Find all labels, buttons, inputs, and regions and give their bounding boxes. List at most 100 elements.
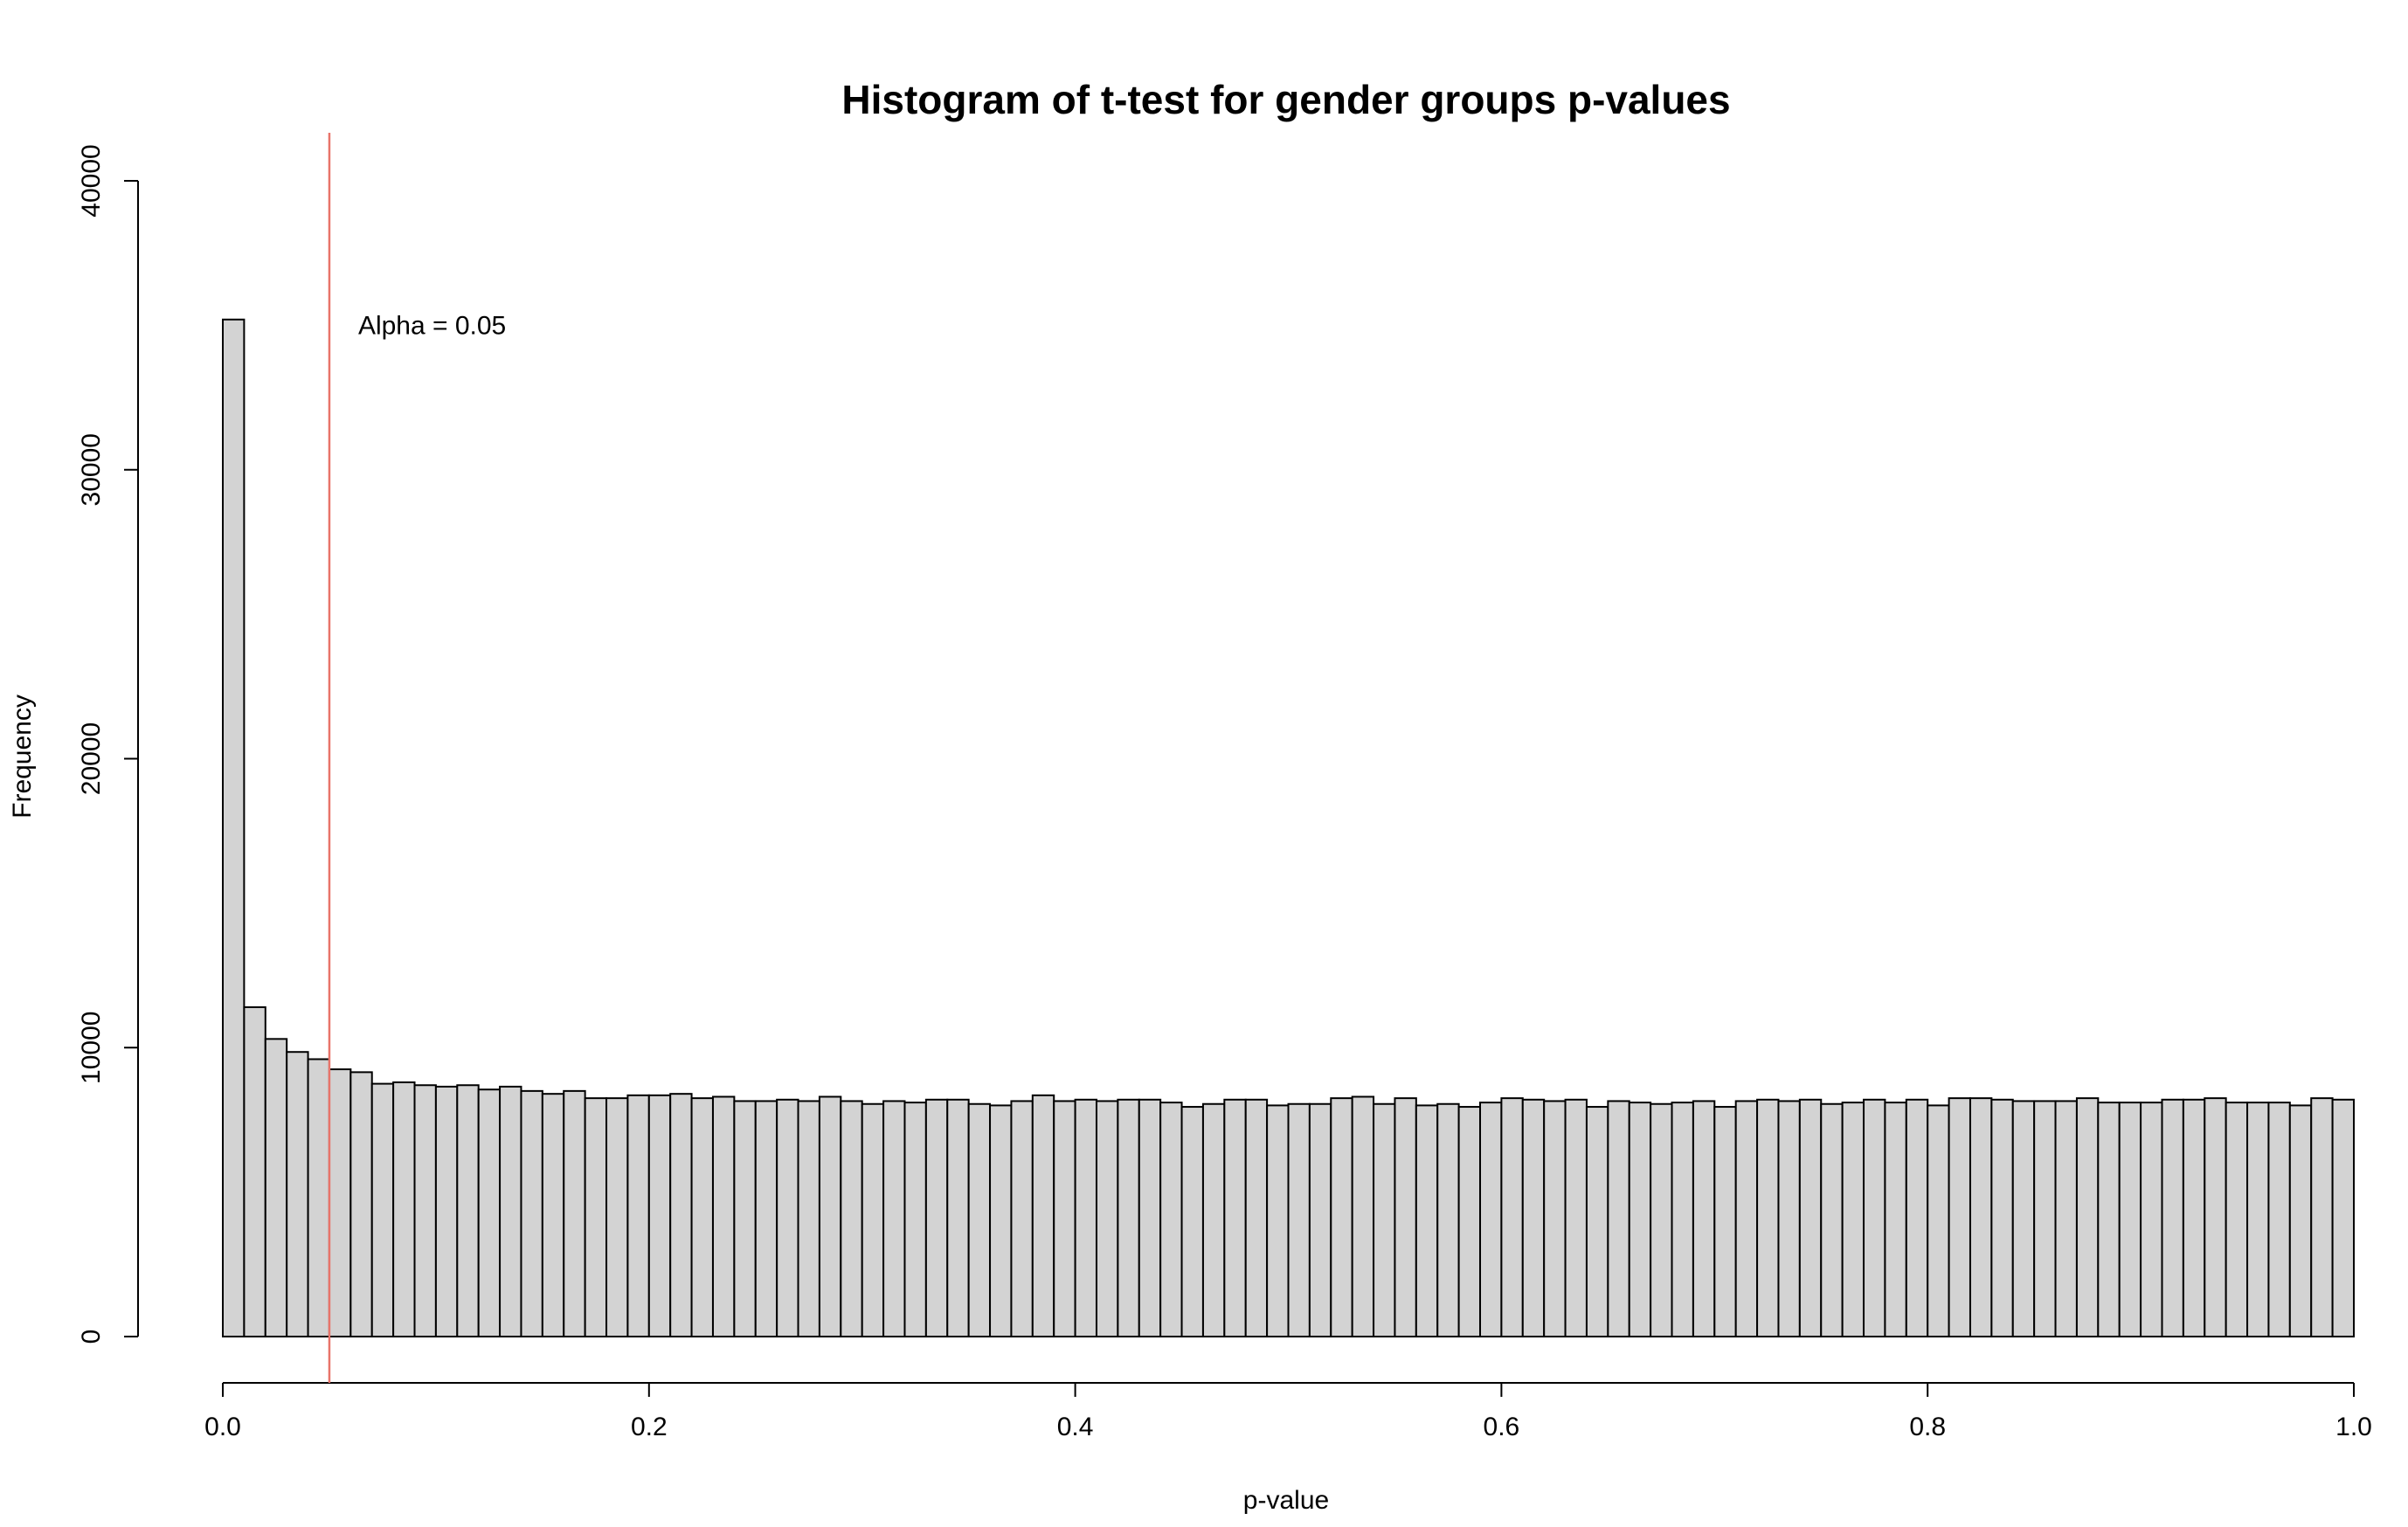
histogram-bar-58 [1457,1106,1482,1337]
histogram-bar-85 [2033,1100,2057,1337]
histogram-bar-81 [1948,1097,1971,1337]
histogram-bar-35 [967,1102,992,1337]
histogram-bar-40 [1074,1098,1097,1338]
x-tick-label: 0.6 [1484,1413,1520,1441]
histogram-bar-71 [1734,1100,1759,1337]
y-axis: 0 10000 20000 30000 40000 [77,144,139,1344]
histogram-bar-26 [776,1098,799,1338]
histogram-bar-70 [1713,1106,1737,1337]
annotations: Alpha = 0.05 [328,133,506,1383]
x-tick-label: 0.0 [204,1413,241,1441]
histogram-bar-64 [1585,1106,1609,1337]
y-axis-label: Frequency [8,694,37,819]
histogram-bar-67 [1650,1102,1673,1337]
histogram-bar-48 [1244,1098,1269,1338]
histogram-bar-92 [2182,1098,2206,1338]
histogram-bar-2 [264,1038,288,1337]
alpha-label: Alpha = 0.05 [358,311,506,340]
histogram-bar-80 [1927,1104,1950,1338]
histogram-bar-73 [1777,1100,1801,1337]
histogram-bar-60 [1500,1097,1524,1337]
histogram-bar-62 [1543,1100,1567,1337]
x-tick-label: 0.4 [1057,1413,1094,1441]
histogram-bar-46 [1201,1102,1226,1337]
histogram-bar-21 [669,1093,693,1338]
histogram-bar-99 [2331,1098,2356,1338]
histogram-bar-79 [1905,1098,1929,1338]
histogram-bar-30 [861,1102,885,1337]
histogram-bar-66 [1628,1102,1652,1338]
histogram-bar-50 [1287,1102,1311,1337]
histogram-bar-9 [413,1084,437,1338]
y-tick-label: 30000 [77,433,106,506]
histogram-bar-43 [1138,1098,1162,1338]
histogram-bar-95 [2246,1102,2270,1338]
histogram-bar-52 [1330,1097,1353,1337]
histogram-bar-76 [1841,1102,1865,1338]
histogram-bar-20 [647,1094,672,1337]
histogram-bar-68 [1671,1102,1694,1338]
histogram-bar-86 [2054,1100,2078,1337]
histogram-bar-78 [1884,1102,1907,1338]
histogram-bar-49 [1266,1104,1290,1338]
histogram-bar-97 [2288,1104,2313,1338]
y-tick-label: 10000 [77,1012,106,1084]
histogram-bar-75 [1820,1102,1844,1337]
histogram-bar-8 [392,1081,416,1337]
histogram-bar-96 [2267,1102,2291,1338]
histogram-bar-41 [1095,1100,1119,1337]
histogram-bar-39 [1053,1100,1076,1337]
histogram-bar-90 [2140,1102,2163,1338]
histogram-bar-47 [1223,1098,1247,1338]
histogram-bar-93 [2204,1097,2227,1337]
histogram-bar-89 [2118,1102,2142,1338]
x-tick-label: 0.2 [631,1413,668,1441]
y-tick-label: 40000 [77,144,106,217]
histogram-bar-17 [584,1097,608,1337]
histogram-bar-11 [456,1084,480,1338]
histogram-bar-65 [1607,1100,1630,1337]
histogram-bar-82 [1969,1097,1993,1337]
histogram-bar-5 [328,1068,352,1338]
histogram-bar-34 [946,1098,970,1338]
histogram-bar-3 [286,1051,309,1338]
histogram-bar-61 [1521,1098,1546,1338]
x-axis: 0.0 0.2 0.4 0.6 0.8 1.0 [204,1382,2372,1441]
histogram-bar-38 [1031,1094,1055,1337]
histogram-bar-24 [733,1100,757,1337]
histogram-bar-7 [370,1082,395,1337]
histogram-bar-94 [2225,1102,2249,1338]
histogram-bar-88 [2097,1102,2121,1338]
histogram-bar-23 [711,1095,736,1338]
histogram-bar-31 [882,1100,906,1337]
histogram-bar-83 [1990,1098,2014,1338]
histogram-bar-1 [243,1005,266,1337]
histogram-bar-44 [1159,1102,1183,1338]
x-tick-label: 1.0 [2335,1413,2372,1441]
histogram-bar-14 [520,1089,543,1338]
histogram-bar-4 [307,1058,330,1337]
histogram-bar-69 [1692,1100,1716,1337]
histogram-bar-16 [563,1089,586,1338]
histogram-bar-98 [2310,1097,2334,1337]
histogram-bar-54 [1373,1102,1396,1337]
histogram-bar-77 [1863,1098,1886,1338]
histogram-bar-37 [1010,1100,1034,1337]
histogram-bar-59 [1479,1102,1503,1338]
histogram-bar-10 [434,1085,459,1337]
histogram-bar-53 [1351,1095,1375,1338]
histogram-bar-18 [605,1097,629,1337]
histogram-bar-55 [1394,1097,1417,1337]
histogram-bar-51 [1308,1102,1332,1337]
histogram-bar-29 [840,1100,863,1337]
histogram-bar-22 [690,1097,714,1337]
histogram-bar-28 [818,1095,842,1338]
histogram-bar-36 [989,1104,1013,1338]
histogram-bar-27 [797,1100,820,1337]
histogram-bar-25 [754,1100,778,1337]
y-tick-label: 0 [77,1330,106,1344]
histogram-bar-74 [1798,1098,1823,1338]
histogram-bar-13 [499,1085,522,1337]
histogram-bar-6 [349,1071,373,1338]
